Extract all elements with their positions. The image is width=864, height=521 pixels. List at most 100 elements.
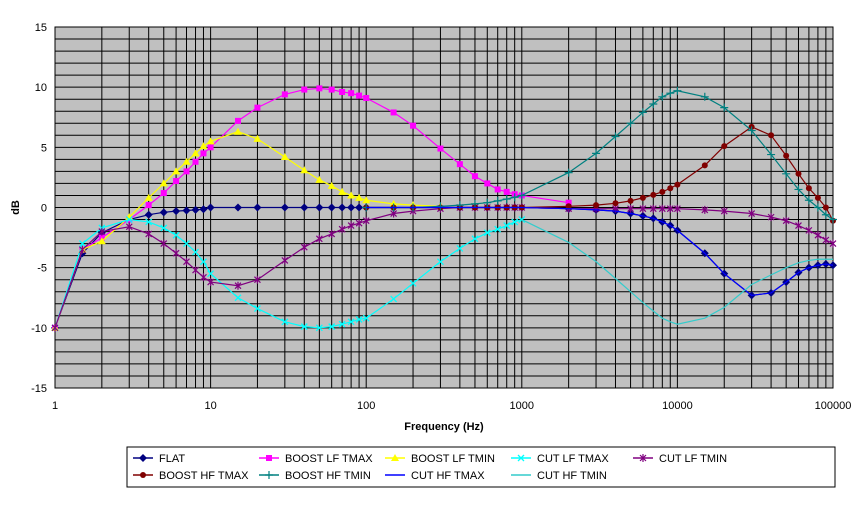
data-point <box>347 191 356 199</box>
x-tick-label: 1 <box>52 400 58 412</box>
data-point <box>347 203 356 212</box>
data-point <box>281 318 289 326</box>
data-point <box>51 323 59 332</box>
series-cut-hf-tmin <box>521 218 833 325</box>
data-point <box>145 202 152 209</box>
series-line <box>366 206 834 296</box>
series-layer <box>51 85 837 332</box>
data-point <box>355 219 363 228</box>
legend-label: CUT HF TMAX <box>411 470 485 482</box>
data-point <box>172 167 181 175</box>
data-point <box>172 207 181 216</box>
x-tick-label: 1000 <box>510 400 534 412</box>
data-point <box>125 216 133 223</box>
data-point <box>234 117 241 124</box>
data-point <box>265 471 273 479</box>
data-point <box>207 278 215 287</box>
data-point <box>649 100 658 109</box>
data-point <box>339 88 346 95</box>
data-point <box>829 239 837 248</box>
data-point <box>829 215 837 224</box>
data-point <box>805 226 813 235</box>
legend-item: CUT LF TMAX <box>511 453 609 465</box>
data-point <box>748 209 756 218</box>
data-point <box>191 205 200 214</box>
data-point <box>200 258 207 266</box>
data-point <box>611 132 620 141</box>
data-point <box>503 188 510 195</box>
data-point <box>145 229 153 238</box>
data-point <box>666 89 675 98</box>
data-point <box>144 193 153 201</box>
data-point <box>338 320 346 328</box>
data-point <box>160 239 168 248</box>
data-point <box>565 199 572 206</box>
data-point <box>356 92 363 99</box>
data-point <box>627 204 634 213</box>
data-point <box>183 257 190 266</box>
data-point <box>627 197 634 204</box>
data-point <box>207 144 214 151</box>
data-point <box>199 142 208 150</box>
data-point <box>720 103 729 112</box>
data-point <box>674 181 681 188</box>
data-point <box>658 204 666 213</box>
data-point <box>667 185 674 192</box>
data-point <box>280 203 289 212</box>
data-point <box>300 203 309 212</box>
data-point <box>814 194 821 201</box>
legend-label: FLAT <box>159 453 185 465</box>
legend-label: CUT LF TMAX <box>537 453 609 465</box>
data-point <box>436 202 445 211</box>
y-tick-label: 10 <box>35 82 47 94</box>
data-point <box>172 249 180 258</box>
data-point <box>456 161 463 168</box>
tick-labels: 15 10 5 0 -5 -10 -15 1 10 100 1000 10000 100000 <box>31 22 851 412</box>
data-point <box>700 92 709 101</box>
data-point <box>144 210 153 219</box>
data-point <box>783 152 790 159</box>
data-point <box>822 235 830 244</box>
data-point <box>701 205 709 214</box>
data-point <box>192 248 199 256</box>
data-point <box>348 90 355 97</box>
data-point <box>782 216 790 225</box>
data-point <box>650 191 657 198</box>
data-point <box>592 149 601 158</box>
data-point <box>253 305 261 313</box>
data-point <box>206 137 215 145</box>
x-tick-label: 10000 <box>662 400 693 412</box>
data-point <box>768 132 775 139</box>
y-tick-label: -15 <box>31 383 47 395</box>
data-point <box>328 323 336 331</box>
data-point <box>390 109 397 116</box>
y-tick-label: 0 <box>41 203 47 215</box>
data-point <box>199 205 208 214</box>
legend-label: BOOST LF TMIN <box>411 453 495 465</box>
data-point <box>97 237 106 245</box>
data-point <box>78 245 86 254</box>
data-point <box>206 203 215 212</box>
data-point <box>254 275 261 284</box>
y-tick-label: 5 <box>41 142 47 154</box>
data-point <box>456 244 464 252</box>
data-point <box>494 186 501 193</box>
data-point <box>300 166 309 174</box>
legend-label: BOOST HF TMAX <box>159 470 249 482</box>
legend-item: BOOST HF TMIN <box>259 470 371 482</box>
data-point <box>767 213 775 222</box>
data-point <box>639 204 647 213</box>
legend-box <box>126 446 836 488</box>
data-point <box>517 454 525 462</box>
data-point <box>281 256 289 265</box>
data-point <box>300 323 308 331</box>
data-point <box>160 190 167 197</box>
data-point <box>814 231 822 240</box>
data-point <box>503 222 511 230</box>
data-point <box>338 225 346 234</box>
data-point <box>200 273 207 282</box>
data-point <box>593 202 600 209</box>
data-point <box>565 203 572 210</box>
legend-item: BOOST HF TMAX <box>133 470 249 482</box>
data-point <box>233 203 242 212</box>
